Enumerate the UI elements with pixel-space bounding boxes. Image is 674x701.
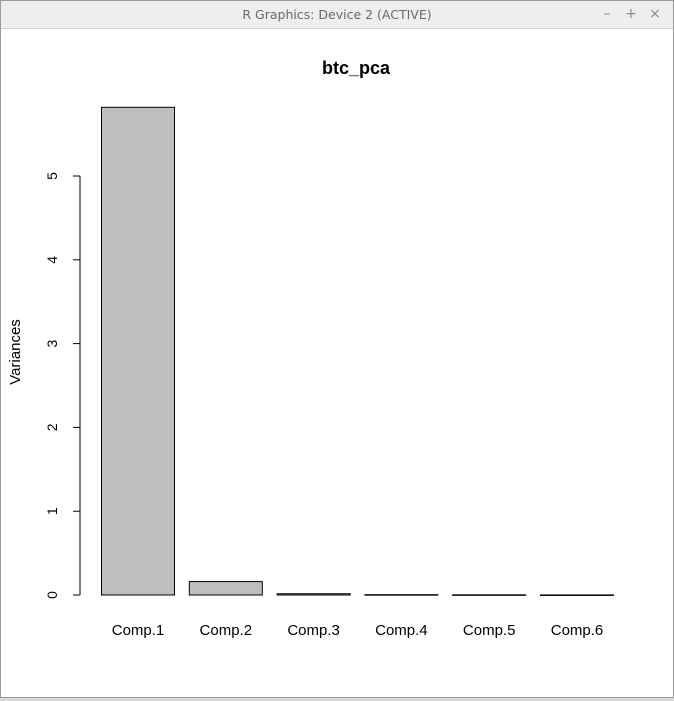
window-titlebar[interactable]: R Graphics: Device 2 (ACTIVE) – + ×	[1, 1, 673, 29]
x-tick-label: Comp.5	[463, 622, 516, 639]
x-tick-label: Comp.3	[287, 622, 340, 639]
bar-comp-3	[276, 593, 351, 596]
y-tick-label: 5	[44, 172, 60, 180]
y-tick-label: 1	[44, 507, 60, 515]
close-button[interactable]: ×	[649, 6, 661, 22]
bar-comp-2	[188, 581, 263, 596]
y-axis-label: Variances	[7, 319, 24, 385]
bar-comp-4	[364, 594, 439, 596]
bar-chart: btc_pca 0 1 2 3 4 5 Variances Comp.1 Comp.2 Comp.3…	[7, 58, 614, 639]
x-tick-label: Comp.4	[375, 622, 428, 639]
x-tick-label: Comp.1	[112, 622, 165, 639]
bar-comp-6	[540, 594, 614, 596]
bar-comp-1	[101, 106, 175, 596]
chart-title: btc_pca	[322, 58, 391, 78]
x-tick-label: Comp.2	[200, 622, 253, 639]
window-title: R Graphics: Device 2 (ACTIVE)	[242, 7, 432, 22]
y-tick-label: 2	[44, 423, 60, 431]
y-tick-label: 3	[44, 339, 60, 347]
maximize-button[interactable]: +	[625, 6, 637, 22]
minimize-button[interactable]: –	[603, 6, 611, 22]
y-tick-label: 4	[44, 256, 60, 264]
y-tick-label: 0	[44, 591, 60, 599]
bar-comp-5	[452, 594, 527, 596]
plot-area: btc_pca 0 1 2 3 4 5 Variances Comp.1 Comp.2 Comp.3…	[1, 29, 673, 697]
x-tick-label: Comp.6	[551, 622, 604, 639]
